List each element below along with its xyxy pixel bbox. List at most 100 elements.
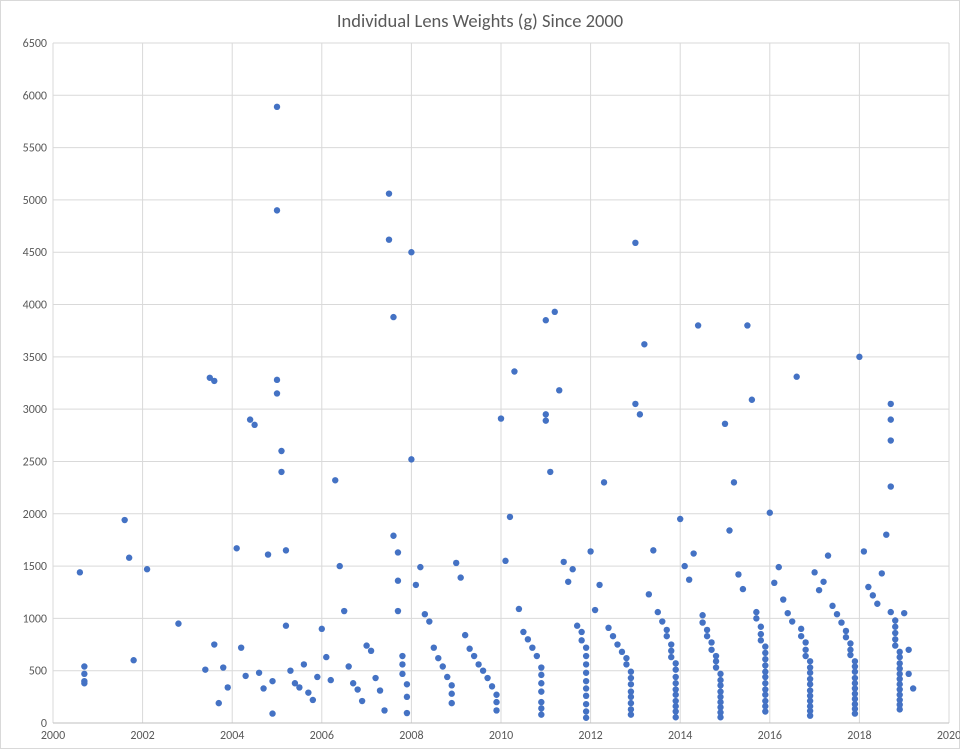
- data-point: [220, 664, 226, 670]
- data-point: [283, 547, 289, 553]
- data-point: [484, 675, 490, 681]
- data-point: [583, 693, 589, 699]
- data-point: [632, 401, 638, 407]
- data-point: [81, 680, 87, 686]
- data-point: [802, 647, 808, 653]
- data-point: [395, 608, 401, 614]
- data-point: [399, 653, 405, 659]
- data-point: [664, 633, 670, 639]
- data-point: [861, 548, 867, 554]
- x-tick-label: 2004: [220, 729, 244, 743]
- data-point: [735, 571, 741, 577]
- data-point: [256, 670, 262, 676]
- y-tick-label: 5500: [23, 142, 47, 156]
- data-point: [314, 674, 320, 680]
- data-point: [269, 678, 275, 684]
- data-point: [758, 624, 764, 630]
- data-point: [744, 322, 750, 328]
- data-point: [529, 644, 535, 650]
- data-point: [628, 700, 634, 706]
- data-point: [126, 555, 132, 561]
- data-point: [820, 579, 826, 585]
- y-tick-label: 4500: [23, 246, 47, 260]
- data-point: [807, 670, 813, 676]
- data-point: [538, 664, 544, 670]
- data-point: [807, 712, 813, 718]
- data-point: [888, 401, 894, 407]
- data-point: [404, 694, 410, 700]
- y-tick-label: 5000: [23, 194, 47, 208]
- data-point: [834, 611, 840, 617]
- data-point: [538, 672, 544, 678]
- chart-container: Individual Lens Weights (g) Since 2000 0…: [0, 0, 960, 749]
- data-point: [274, 104, 280, 110]
- data-point: [408, 249, 414, 255]
- data-point: [668, 648, 674, 654]
- data-point: [686, 576, 692, 582]
- data-point: [233, 545, 239, 551]
- data-point: [466, 646, 472, 652]
- data-point: [319, 626, 325, 632]
- data-point: [699, 612, 705, 618]
- data-point: [296, 684, 302, 690]
- x-tick-label: 2012: [578, 729, 602, 743]
- data-point: [699, 619, 705, 625]
- data-point: [646, 591, 652, 597]
- data-point: [444, 674, 450, 680]
- data-point: [242, 673, 248, 679]
- data-point: [543, 411, 549, 417]
- data-point: [762, 708, 768, 714]
- x-tick-label: 2016: [758, 729, 782, 743]
- data-point: [453, 560, 459, 566]
- data-point: [673, 660, 679, 666]
- data-point: [489, 683, 495, 689]
- data-point: [121, 517, 127, 523]
- data-point: [798, 633, 804, 639]
- data-point: [354, 686, 360, 692]
- data-point: [892, 617, 898, 623]
- data-point: [610, 633, 616, 639]
- data-point: [829, 603, 835, 609]
- data-point: [305, 689, 311, 695]
- data-point: [202, 666, 208, 672]
- data-point: [274, 390, 280, 396]
- data-point: [449, 691, 455, 697]
- data-point: [274, 207, 280, 213]
- data-point: [749, 397, 755, 403]
- data-point: [825, 552, 831, 558]
- data-point: [225, 684, 231, 690]
- data-point: [793, 374, 799, 380]
- data-point: [449, 700, 455, 706]
- y-tick-label: 3500: [23, 351, 47, 365]
- data-point: [475, 661, 481, 667]
- data-point: [664, 627, 670, 633]
- data-point: [852, 710, 858, 716]
- data-point: [888, 609, 894, 615]
- data-point: [879, 570, 885, 576]
- data-point: [552, 309, 558, 315]
- data-point: [578, 637, 584, 643]
- data-point: [856, 354, 862, 360]
- data-point: [283, 623, 289, 629]
- data-point: [520, 629, 526, 635]
- data-point: [673, 666, 679, 672]
- data-point: [695, 322, 701, 328]
- data-point: [870, 592, 876, 598]
- data-point: [659, 618, 665, 624]
- data-point: [704, 633, 710, 639]
- data-point: [767, 510, 773, 516]
- data-point: [543, 317, 549, 323]
- data-point: [776, 564, 782, 570]
- data-point: [211, 641, 217, 647]
- data-point: [713, 658, 719, 664]
- data-point: [802, 653, 808, 659]
- data-point: [435, 655, 441, 661]
- data-point: [771, 580, 777, 586]
- data-point: [798, 626, 804, 632]
- data-point: [780, 596, 786, 602]
- data-point: [619, 649, 625, 655]
- data-point: [498, 415, 504, 421]
- data-point: [574, 623, 580, 629]
- data-point: [632, 240, 638, 246]
- data-point: [852, 669, 858, 675]
